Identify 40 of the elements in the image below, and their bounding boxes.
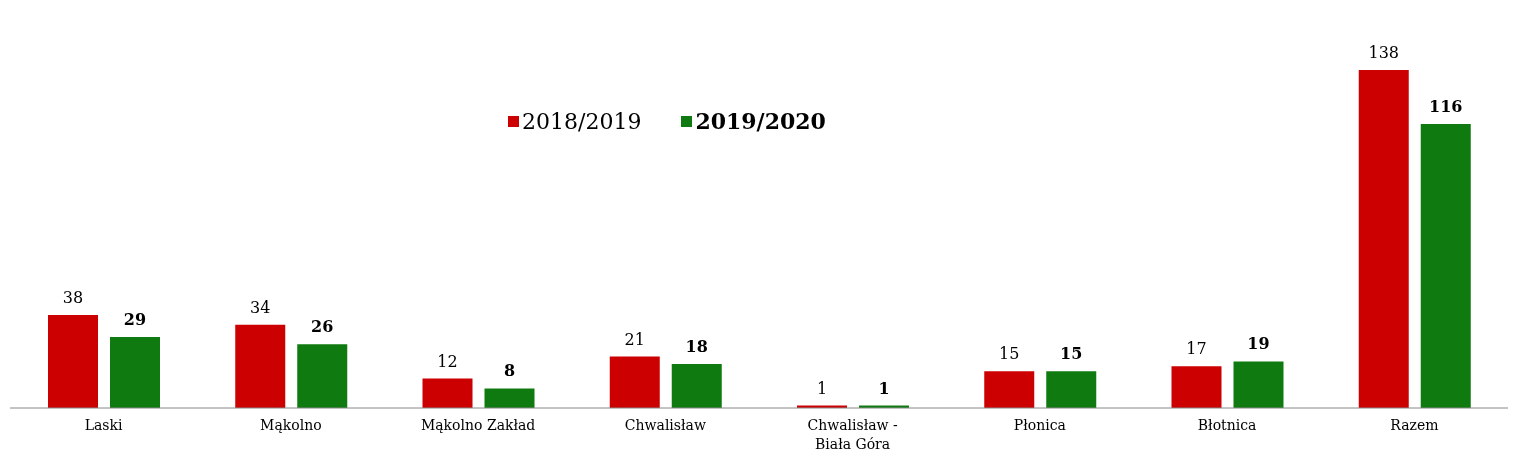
data-label: 1 (816, 378, 828, 398)
data-label: 26 (311, 317, 334, 337)
data-label: 29 (123, 309, 147, 329)
data-label: 21 (624, 329, 645, 349)
bar (48, 314, 98, 408)
x-tick-label: Mąkolno (260, 417, 322, 433)
bar (110, 336, 160, 408)
data-label: 38 (62, 287, 84, 307)
data-label: 18 (685, 336, 708, 356)
bar (1046, 371, 1097, 408)
x-tick-label: Chwalisław - Biała Góra (807, 417, 899, 452)
data-label: 116 (1429, 96, 1463, 116)
data-label: 15 (1060, 344, 1083, 364)
legend-label: 2019/2020 (694, 108, 826, 134)
bar (484, 388, 535, 408)
bar (297, 344, 348, 408)
legend-label: 2018/2019 (521, 108, 642, 134)
data-label: 34 (250, 297, 271, 317)
x-tick-label: Płonica (1013, 417, 1066, 433)
bar (1358, 70, 1409, 408)
data-label: 12 (437, 351, 458, 371)
bar (609, 356, 660, 408)
data-label: 8 (503, 361, 516, 381)
x-tick-label: Chwalisław (624, 417, 706, 433)
bar (235, 324, 286, 408)
bar (984, 371, 1035, 408)
data-label: 17 (1186, 339, 1207, 359)
x-tick-label: Mąkolno Zakład (420, 417, 536, 433)
bar (422, 378, 473, 408)
x-tick-label: Laski (84, 417, 124, 433)
data-label: 19 (1247, 334, 1270, 354)
bar (1171, 366, 1222, 408)
x-tick-label: Błotnica (1197, 417, 1257, 433)
bar (671, 363, 722, 408)
bar (1420, 123, 1471, 408)
bar (1233, 361, 1284, 408)
data-label: 15 (999, 344, 1020, 364)
data-label: 138 (1368, 43, 1400, 62)
x-tick-label: Razem (1390, 417, 1439, 433)
data-label: 1 (878, 378, 890, 398)
